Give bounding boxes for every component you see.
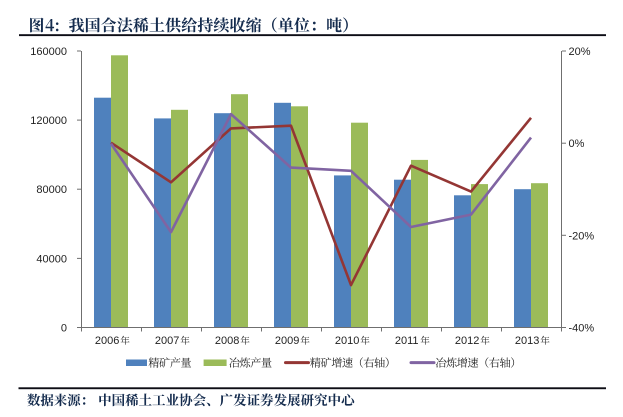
svg-text:160000: 160000 bbox=[30, 46, 67, 58]
svg-text:0: 0 bbox=[61, 323, 67, 335]
svg-text:40000: 40000 bbox=[36, 253, 67, 265]
svg-text:2012: 2012 bbox=[455, 335, 479, 347]
svg-text:2013: 2013 bbox=[515, 335, 539, 347]
svg-text:2007: 2007 bbox=[155, 335, 179, 347]
svg-text:2008: 2008 bbox=[215, 335, 239, 347]
svg-text:2009: 2009 bbox=[275, 335, 299, 347]
svg-text:0%: 0% bbox=[569, 138, 585, 150]
svg-text:20%: 20% bbox=[569, 46, 591, 58]
svg-text:2006: 2006 bbox=[95, 335, 119, 347]
svg-text:-20%: -20% bbox=[569, 230, 595, 242]
svg-text:2011: 2011 bbox=[395, 335, 419, 347]
svg-text:80000: 80000 bbox=[36, 184, 67, 196]
svg-text:-40%: -40% bbox=[569, 323, 595, 335]
svg-text:120000: 120000 bbox=[30, 115, 67, 127]
svg-text:2010: 2010 bbox=[335, 335, 359, 347]
